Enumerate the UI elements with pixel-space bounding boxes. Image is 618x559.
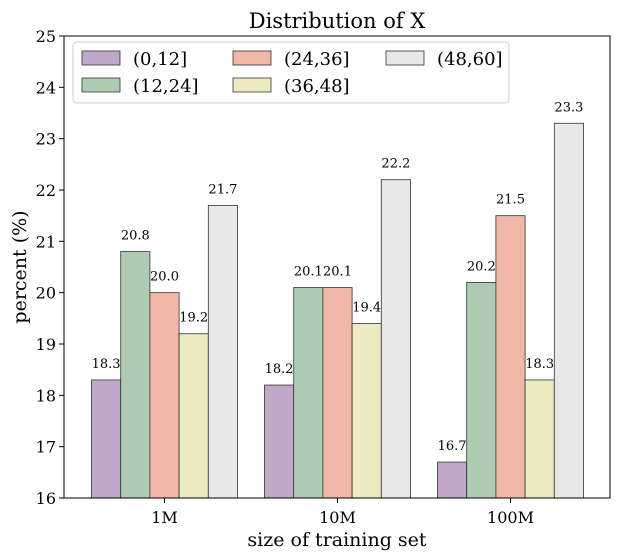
legend-swatch [232, 50, 272, 66]
data-label: 21.5 [496, 193, 525, 208]
x-tick-label: 100M [487, 508, 534, 527]
x-tick-label: 10M [319, 508, 356, 527]
bar [437, 461, 468, 499]
bar [264, 384, 295, 499]
y-tick-label: 18 [36, 386, 56, 405]
y-axis-label: percent (%) [9, 210, 31, 323]
data-label: 16.7 [438, 439, 467, 454]
bar [524, 379, 555, 499]
bar [149, 292, 180, 499]
legend-label: (36,48] [284, 76, 350, 97]
x-axis-label: size of training set [247, 529, 427, 551]
bar [322, 287, 353, 499]
chart-title: Distribution of X [249, 9, 426, 33]
x-tick-label: 1M [151, 508, 178, 527]
bar [120, 251, 151, 499]
legend-label: (24,36] [284, 49, 350, 70]
data-label: 20.0 [150, 270, 179, 285]
bar [293, 287, 324, 499]
y-tick-label: 20 [36, 284, 56, 303]
legend-swatch [385, 50, 425, 66]
data-label: 22.2 [381, 157, 410, 172]
legend-label: (48,60] [437, 49, 503, 70]
data-label: 20.8 [121, 229, 150, 244]
y-tick-label: 25 [36, 27, 56, 46]
bar [351, 323, 382, 499]
y-tick-label: 16 [36, 489, 56, 508]
bar [553, 122, 584, 499]
bar [495, 215, 526, 499]
y-tick-label: 19 [36, 335, 56, 354]
data-label: 20.1 [294, 265, 323, 280]
data-label: 19.4 [352, 300, 381, 315]
data-label: 23.3 [554, 100, 583, 115]
bar [178, 333, 209, 499]
data-label: 18.2 [265, 362, 294, 377]
legend: (0,12] (12,24] (24,36] (36,48] (48,60] [72, 41, 510, 104]
data-label: 20.2 [467, 259, 496, 274]
y-tick-label: 21 [36, 232, 56, 251]
data-label: 21.7 [208, 182, 237, 197]
legend-swatch [81, 77, 121, 93]
legend-swatch [81, 50, 121, 66]
data-label: 18.3 [525, 357, 554, 372]
y-tick-label: 22 [36, 181, 56, 200]
y-tick-label: 23 [36, 130, 56, 149]
legend-label: (12,24] [133, 76, 199, 97]
y-tick-label: 24 [36, 78, 56, 97]
data-label: 20.1 [323, 265, 352, 280]
bar [207, 204, 238, 499]
legend-label: (0,12] [133, 49, 187, 70]
bar [91, 379, 122, 499]
bar [380, 179, 411, 499]
data-label: 19.2 [179, 311, 208, 326]
data-label: 18.3 [92, 357, 121, 372]
y-tick-label: 17 [36, 438, 56, 457]
legend-swatch [232, 77, 272, 93]
bar [466, 281, 497, 499]
